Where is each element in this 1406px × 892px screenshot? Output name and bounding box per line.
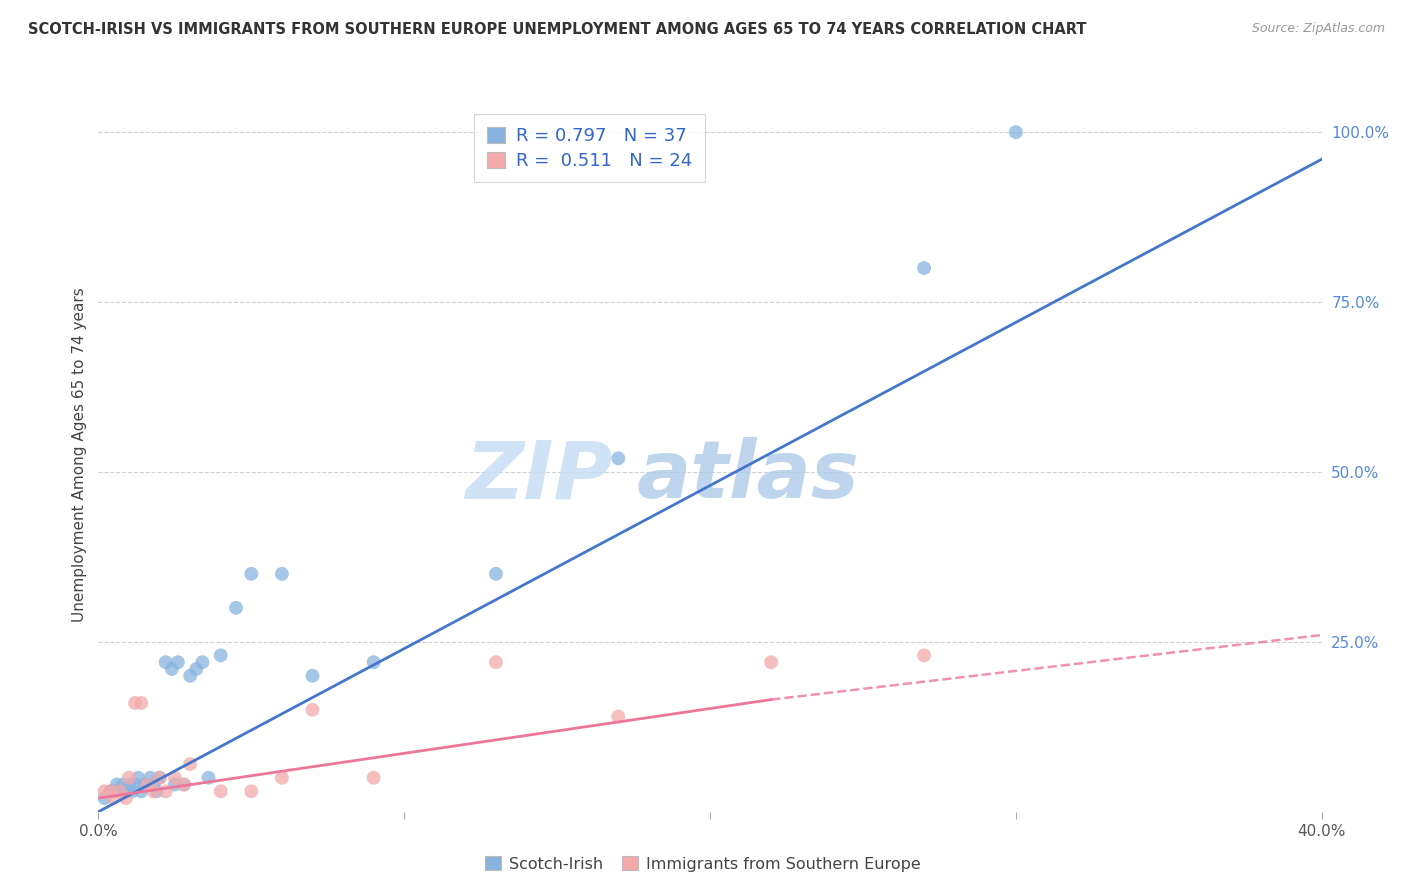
Point bbox=[105, 778, 128, 792]
Point bbox=[121, 784, 143, 798]
Point bbox=[209, 784, 232, 798]
Text: atlas: atlas bbox=[637, 437, 859, 516]
Point bbox=[124, 696, 146, 710]
Point bbox=[142, 778, 165, 792]
Point bbox=[179, 669, 201, 683]
Point bbox=[145, 784, 167, 798]
Point bbox=[240, 784, 263, 798]
Point bbox=[115, 784, 138, 798]
Legend: Scotch-Irish, Immigrants from Southern Europe: Scotch-Irish, Immigrants from Southern E… bbox=[477, 848, 929, 880]
Point bbox=[155, 784, 177, 798]
Point bbox=[149, 771, 172, 785]
Point bbox=[607, 451, 630, 466]
Point bbox=[118, 778, 141, 792]
Point bbox=[100, 784, 122, 798]
Point bbox=[134, 778, 156, 792]
Point bbox=[139, 771, 162, 785]
Point bbox=[173, 778, 195, 792]
Point bbox=[270, 771, 292, 785]
Text: SCOTCH-IRISH VS IMMIGRANTS FROM SOUTHERN EUROPE UNEMPLOYMENT AMONG AGES 65 TO 74: SCOTCH-IRISH VS IMMIGRANTS FROM SOUTHERN… bbox=[28, 22, 1087, 37]
Point bbox=[225, 600, 247, 615]
Point bbox=[240, 566, 263, 581]
Point bbox=[197, 771, 219, 785]
Point bbox=[363, 771, 385, 785]
Point bbox=[607, 709, 630, 723]
Point bbox=[108, 784, 131, 798]
Point bbox=[301, 703, 323, 717]
Point bbox=[108, 784, 131, 798]
Point bbox=[103, 784, 125, 798]
Point bbox=[1004, 125, 1026, 139]
Point bbox=[485, 655, 508, 669]
Point bbox=[363, 655, 385, 669]
Point bbox=[167, 655, 190, 669]
Point bbox=[115, 791, 138, 805]
Point bbox=[160, 662, 183, 676]
Point bbox=[136, 778, 159, 792]
Point bbox=[912, 648, 935, 663]
Point bbox=[301, 669, 323, 683]
Point bbox=[186, 662, 208, 676]
Text: ZIP: ZIP bbox=[465, 437, 612, 516]
Point bbox=[912, 260, 935, 275]
Point bbox=[173, 778, 195, 792]
Point bbox=[93, 784, 115, 798]
Point bbox=[485, 566, 508, 581]
Point bbox=[100, 784, 122, 798]
Point bbox=[118, 771, 141, 785]
Point bbox=[124, 778, 146, 792]
Point bbox=[209, 648, 232, 663]
Point bbox=[179, 757, 201, 772]
Point bbox=[136, 778, 159, 792]
Y-axis label: Unemployment Among Ages 65 to 74 years: Unemployment Among Ages 65 to 74 years bbox=[72, 287, 87, 623]
Point bbox=[111, 778, 134, 792]
Text: Source: ZipAtlas.com: Source: ZipAtlas.com bbox=[1251, 22, 1385, 36]
Point bbox=[129, 696, 152, 710]
Point bbox=[103, 791, 125, 805]
Legend: R = 0.797   N = 37, R =  0.511   N = 24: R = 0.797 N = 37, R = 0.511 N = 24 bbox=[474, 114, 704, 182]
Point bbox=[93, 791, 115, 805]
Point bbox=[127, 771, 149, 785]
Point bbox=[129, 784, 152, 798]
Point bbox=[163, 771, 186, 785]
Point bbox=[149, 771, 172, 785]
Point bbox=[759, 655, 782, 669]
Point bbox=[155, 655, 177, 669]
Point bbox=[142, 784, 165, 798]
Point bbox=[163, 778, 186, 792]
Point bbox=[270, 566, 292, 581]
Point bbox=[191, 655, 214, 669]
